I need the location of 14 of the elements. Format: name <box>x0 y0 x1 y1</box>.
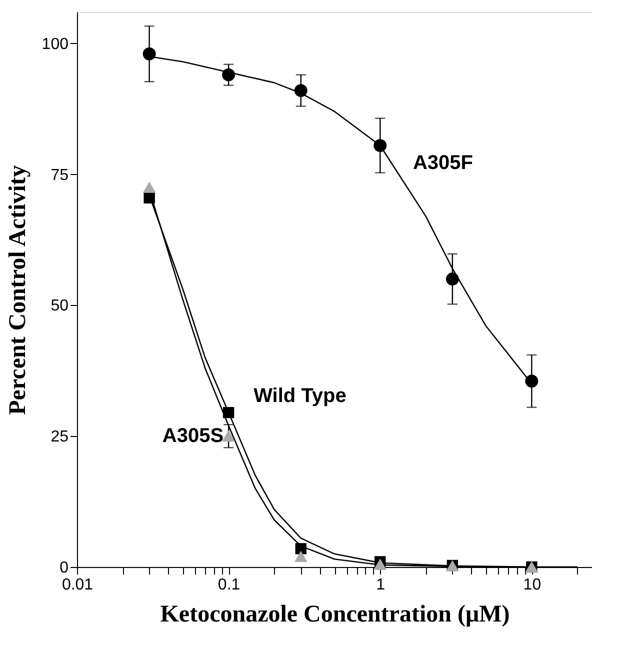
y-tick-label: 0 <box>60 560 69 576</box>
y-axis-title: Percent Control Activity <box>4 165 31 415</box>
annotation: Wild Type <box>254 385 346 407</box>
annotation: A305S <box>162 425 224 447</box>
y-tick-label: 25 <box>50 428 69 446</box>
y-tick-label: 50 <box>50 298 69 315</box>
y-tick-label: 75 <box>50 166 69 184</box>
x-tick-label: 0.01 <box>62 576 94 594</box>
x-tick-label: 0.1 <box>218 576 240 594</box>
y-tick-label: 100 <box>42 36 69 53</box>
x-tick-label: 10 <box>523 576 542 594</box>
x-axis-title: Ketoconazole Concentration (μM) <box>160 602 510 628</box>
x-tick-label: 1 <box>376 576 386 594</box>
annotation: A305F <box>412 152 474 174</box>
